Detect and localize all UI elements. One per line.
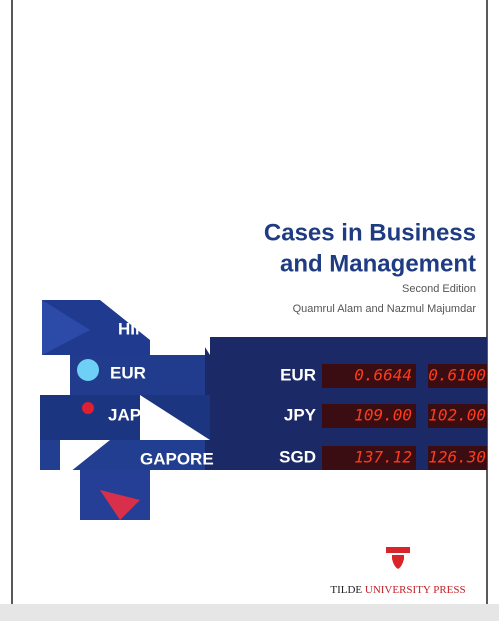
- rate-rows: EUR 0.6644 0.6100 JPY 109.00 102.00 SGD 137.12 1…: [279, 364, 487, 470]
- logo-bar: [386, 547, 410, 553]
- rate: 137.12: [354, 448, 412, 467]
- country: GAPORE: [140, 449, 214, 468]
- publisher-part: UNIVERSITY PRESS: [365, 584, 466, 596]
- flag-emblem: [77, 359, 99, 381]
- country: JAPA: [108, 405, 152, 424]
- rate: 109.00: [354, 406, 412, 425]
- publisher-part: TILDE: [330, 584, 362, 596]
- book-cover: Cases in Business and Management Second …: [0, 0, 499, 621]
- rate: 0.6100: [428, 366, 486, 385]
- rate: 126.30: [428, 448, 486, 467]
- publisher: TILDE UNIVERSITY PRESS: [330, 584, 465, 596]
- currency-code: JPY: [284, 405, 317, 424]
- edition: Second Edition: [402, 283, 476, 295]
- rate: 0.6644: [354, 366, 412, 385]
- currency-code: SGD: [279, 447, 316, 466]
- flag-emblem: [82, 402, 94, 414]
- title-line: and Management: [280, 250, 476, 277]
- rate: 102.00: [428, 406, 486, 425]
- authors: Quamrul Alam and Nazmul Majumdar: [293, 303, 477, 315]
- currency-code: EUR: [280, 365, 316, 384]
- country: EUR: [110, 363, 146, 382]
- title-line: Cases in Business: [264, 219, 476, 246]
- country: HIN: [118, 319, 147, 338]
- bottom-strip: [0, 604, 499, 621]
